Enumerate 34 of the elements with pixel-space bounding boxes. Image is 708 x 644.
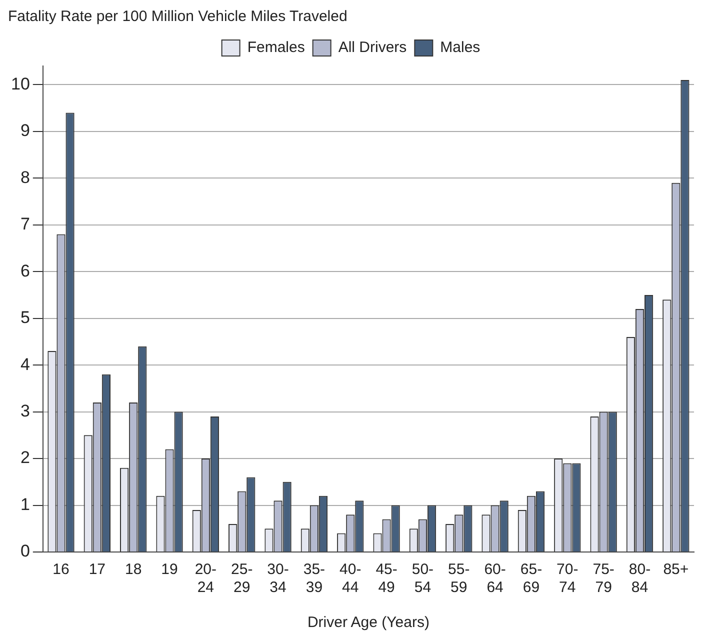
y-tick-label: 5 [20,308,30,328]
x-tick-label: 65-69 [520,561,542,596]
x-tick-label: 17 [88,561,106,578]
y-tick-label: 0 [20,542,30,561]
x-tick-label: 30-34 [267,561,289,596]
x-tick-label: 50-54 [412,561,434,596]
x-tick-label: 18 [124,561,142,578]
y-tick-label: 7 [20,214,30,234]
x-tick-label: 55-59 [448,561,470,596]
y-tick-label: 1 [20,494,30,514]
x-tick-label: 75-79 [592,561,614,596]
legend-label: Females [247,39,305,56]
y-tick-label: 6 [20,261,30,280]
x-tick-label: 85+ [663,561,689,578]
y-tick-label: 4 [20,354,30,374]
legend-label: All Drivers [338,39,407,56]
x-tick-label: 25-29 [231,561,253,596]
y-tick-label: 10 [10,74,30,94]
x-tick-label: 45-49 [376,561,398,596]
chart-title: Fatality Rate per 100 Million Vehicle Miles Traveled [8,8,348,26]
x-tick-label: 19 [161,561,178,578]
y-tick-label: 2 [20,448,30,468]
x-tick-label: 35-39 [303,561,326,596]
y-tick-label: 9 [20,121,30,140]
x-axis-title: Driver Age (Years) [307,614,430,632]
x-tick-label: 80-84 [628,561,651,596]
x-tick-label: 70-74 [556,561,578,596]
x-tick-label: 60-64 [484,561,506,596]
x-tick-label: 20-24 [194,561,217,596]
x-tick-label: 40-44 [340,561,362,596]
y-tick-label: 3 [20,401,30,420]
legend-label: Males [440,39,480,56]
y-tick-label: 8 [20,168,30,187]
x-tick-label: 16 [52,561,70,578]
